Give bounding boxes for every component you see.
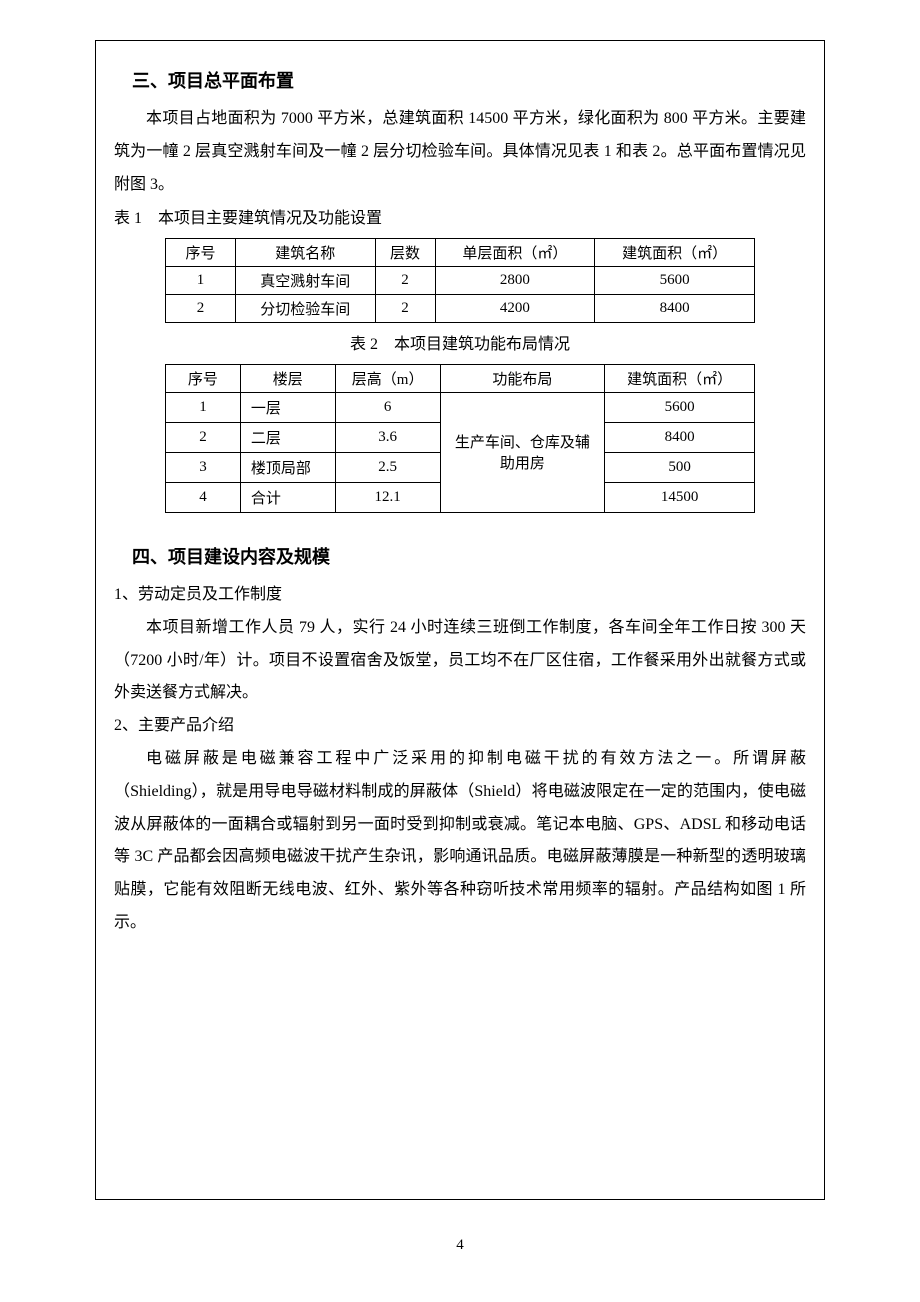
table-cell: 500 bbox=[605, 452, 755, 482]
table-header: 层高（m） bbox=[335, 364, 440, 392]
table-cell: 5600 bbox=[595, 267, 755, 295]
table-header: 层数 bbox=[375, 239, 435, 267]
table-header: 建筑面积（㎡） bbox=[595, 239, 755, 267]
section-4-sub2-paragraph: 电磁屏蔽是电磁兼容工程中广泛采用的抑制电磁干扰的有效方法之一。所谓屏蔽（Shie… bbox=[114, 743, 806, 940]
table-cell: 14500 bbox=[605, 482, 755, 512]
section-3-heading: 三、项目总平面布置 bbox=[132, 67, 806, 93]
table-cell: 2800 bbox=[435, 267, 595, 295]
table-cell: 真空溅射车间 bbox=[235, 267, 375, 295]
table-row: 2 分切检验车间 2 4200 8400 bbox=[166, 295, 755, 323]
table-cell: 2 bbox=[166, 295, 236, 323]
section-4-sub1-label: 1、劳动定员及工作制度 bbox=[114, 579, 806, 612]
table-cell: 分切检验车间 bbox=[235, 295, 375, 323]
section-3-paragraph: 本项目占地面积为 7000 平方米，总建筑面积 14500 平方米，绿化面积为 … bbox=[114, 103, 806, 201]
table-cell: 楼顶局部 bbox=[240, 452, 335, 482]
table-row: 1 真空溅射车间 2 2800 5600 bbox=[166, 267, 755, 295]
table-cell: 8400 bbox=[605, 422, 755, 452]
table-cell: 2 bbox=[375, 295, 435, 323]
table-cell: 3.6 bbox=[335, 422, 440, 452]
table-header: 楼层 bbox=[240, 364, 335, 392]
section-4-sub2-label: 2、主要产品介绍 bbox=[114, 710, 806, 743]
section-4-sub1-paragraph: 本项目新增工作人员 79 人，实行 24 小时连续三班倒工作制度，各车间全年工作… bbox=[114, 612, 806, 710]
table-cell: 2 bbox=[375, 267, 435, 295]
page-frame: 三、项目总平面布置 本项目占地面积为 7000 平方米，总建筑面积 14500 … bbox=[95, 40, 825, 1200]
table-cell: 1 bbox=[166, 392, 241, 422]
table-cell: 12.1 bbox=[335, 482, 440, 512]
table-cell: 4200 bbox=[435, 295, 595, 323]
table-row: 1 一层 6 生产车间、仓库及辅助用房 5600 bbox=[166, 392, 755, 422]
table-header: 建筑名称 bbox=[235, 239, 375, 267]
table-cell: 2.5 bbox=[335, 452, 440, 482]
table-cell: 合计 bbox=[240, 482, 335, 512]
table-2-caption: 表 2 本项目建筑功能布局情况 bbox=[114, 329, 806, 362]
table-1: 序号 建筑名称 层数 单层面积（㎡） 建筑面积（㎡） 1 真空溅射车间 2 28… bbox=[165, 238, 755, 323]
table-cell: 6 bbox=[335, 392, 440, 422]
table-header: 序号 bbox=[166, 364, 241, 392]
table-cell: 4 bbox=[166, 482, 241, 512]
table-1-caption: 表 1 本项目主要建筑情况及功能设置 bbox=[114, 203, 806, 236]
table-cell-merged: 生产车间、仓库及辅助用房 bbox=[440, 392, 605, 512]
table-row: 序号 建筑名称 层数 单层面积（㎡） 建筑面积（㎡） bbox=[166, 239, 755, 267]
table-cell: 一层 bbox=[240, 392, 335, 422]
table-header: 序号 bbox=[166, 239, 236, 267]
table-header: 功能布局 bbox=[440, 364, 605, 392]
table-cell: 2 bbox=[166, 422, 241, 452]
table-row: 序号 楼层 层高（m） 功能布局 建筑面积（㎡） bbox=[166, 364, 755, 392]
table-cell: 5600 bbox=[605, 392, 755, 422]
section-4-heading: 四、项目建设内容及规模 bbox=[132, 543, 806, 569]
table-cell: 8400 bbox=[595, 295, 755, 323]
spacer bbox=[114, 519, 806, 537]
page-number: 4 bbox=[0, 1237, 920, 1254]
table-header: 单层面积（㎡） bbox=[435, 239, 595, 267]
table-cell: 3 bbox=[166, 452, 241, 482]
table-cell: 1 bbox=[166, 267, 236, 295]
table-2: 序号 楼层 层高（m） 功能布局 建筑面积（㎡） 1 一层 6 生产车间、仓库及… bbox=[165, 364, 755, 513]
table-cell: 二层 bbox=[240, 422, 335, 452]
table-header: 建筑面积（㎡） bbox=[605, 364, 755, 392]
